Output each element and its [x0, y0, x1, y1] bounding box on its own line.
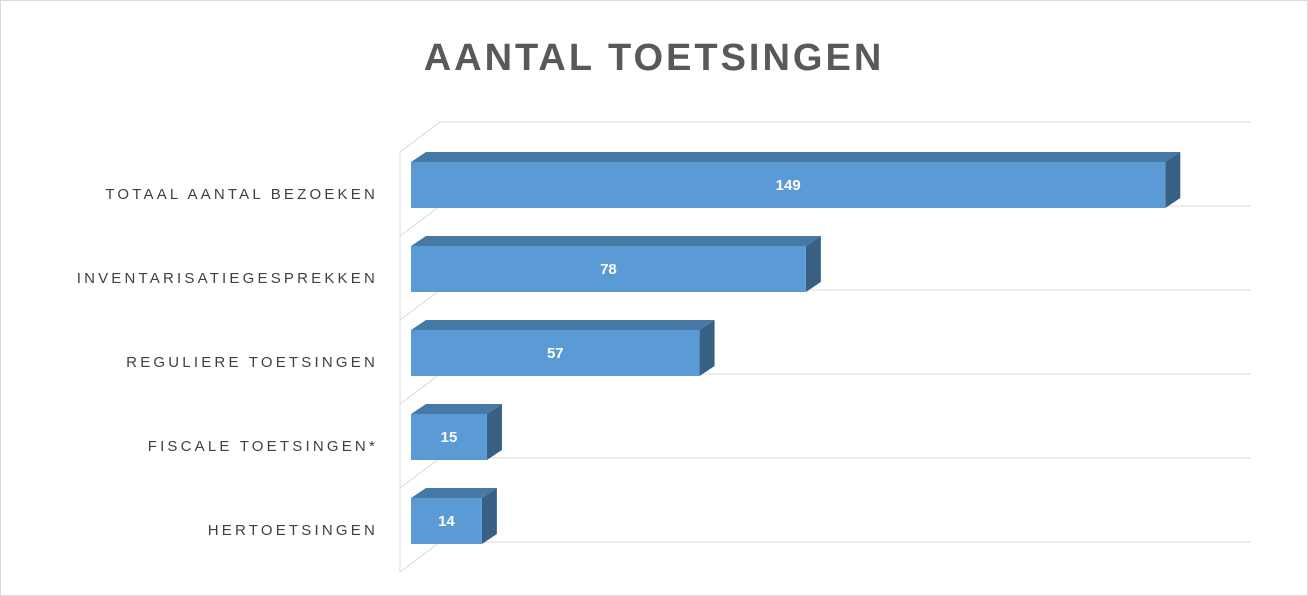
bar-front	[411, 162, 1166, 208]
category-label: REGULIERE TOETSINGEN	[126, 354, 378, 371]
bar-top	[411, 320, 715, 330]
bar	[411, 320, 715, 376]
chart-title: AANTAL TOETSINGEN	[424, 37, 885, 79]
floor-edge	[399, 373, 441, 405]
bar-side	[486, 404, 502, 460]
bar-side	[805, 236, 821, 292]
bar-top	[411, 152, 1181, 162]
bar-top	[411, 404, 502, 414]
bar-front	[411, 330, 700, 376]
bar-front	[411, 246, 806, 292]
bar	[411, 488, 497, 544]
value-label: 14	[438, 513, 455, 530]
bar-top	[411, 236, 821, 246]
bar-top	[411, 488, 497, 498]
floor-edge	[399, 205, 441, 237]
bar	[411, 236, 821, 292]
value-label: 57	[547, 345, 564, 362]
bar-side	[1165, 152, 1181, 208]
category-label: TOTAAL AANTAL BEZOEKEN	[105, 186, 378, 203]
bar-side	[699, 320, 715, 376]
floor-edge	[399, 289, 441, 321]
value-label: 149	[776, 177, 801, 194]
value-label: 78	[600, 261, 617, 278]
category-label: INVENTARISATIEGESPREKKEN	[77, 270, 378, 287]
floor-edge	[399, 121, 441, 153]
bar-front	[411, 498, 482, 544]
floor-edge	[399, 541, 441, 573]
bar	[411, 404, 502, 460]
floor-edge	[399, 457, 441, 489]
category-label: HERTOETSINGEN	[208, 522, 378, 539]
bar	[411, 152, 1181, 208]
value-label: 15	[441, 429, 458, 446]
category-label: FISCALE TOETSINGEN*	[148, 438, 378, 455]
bar-side	[481, 488, 497, 544]
bar-front	[411, 414, 487, 460]
